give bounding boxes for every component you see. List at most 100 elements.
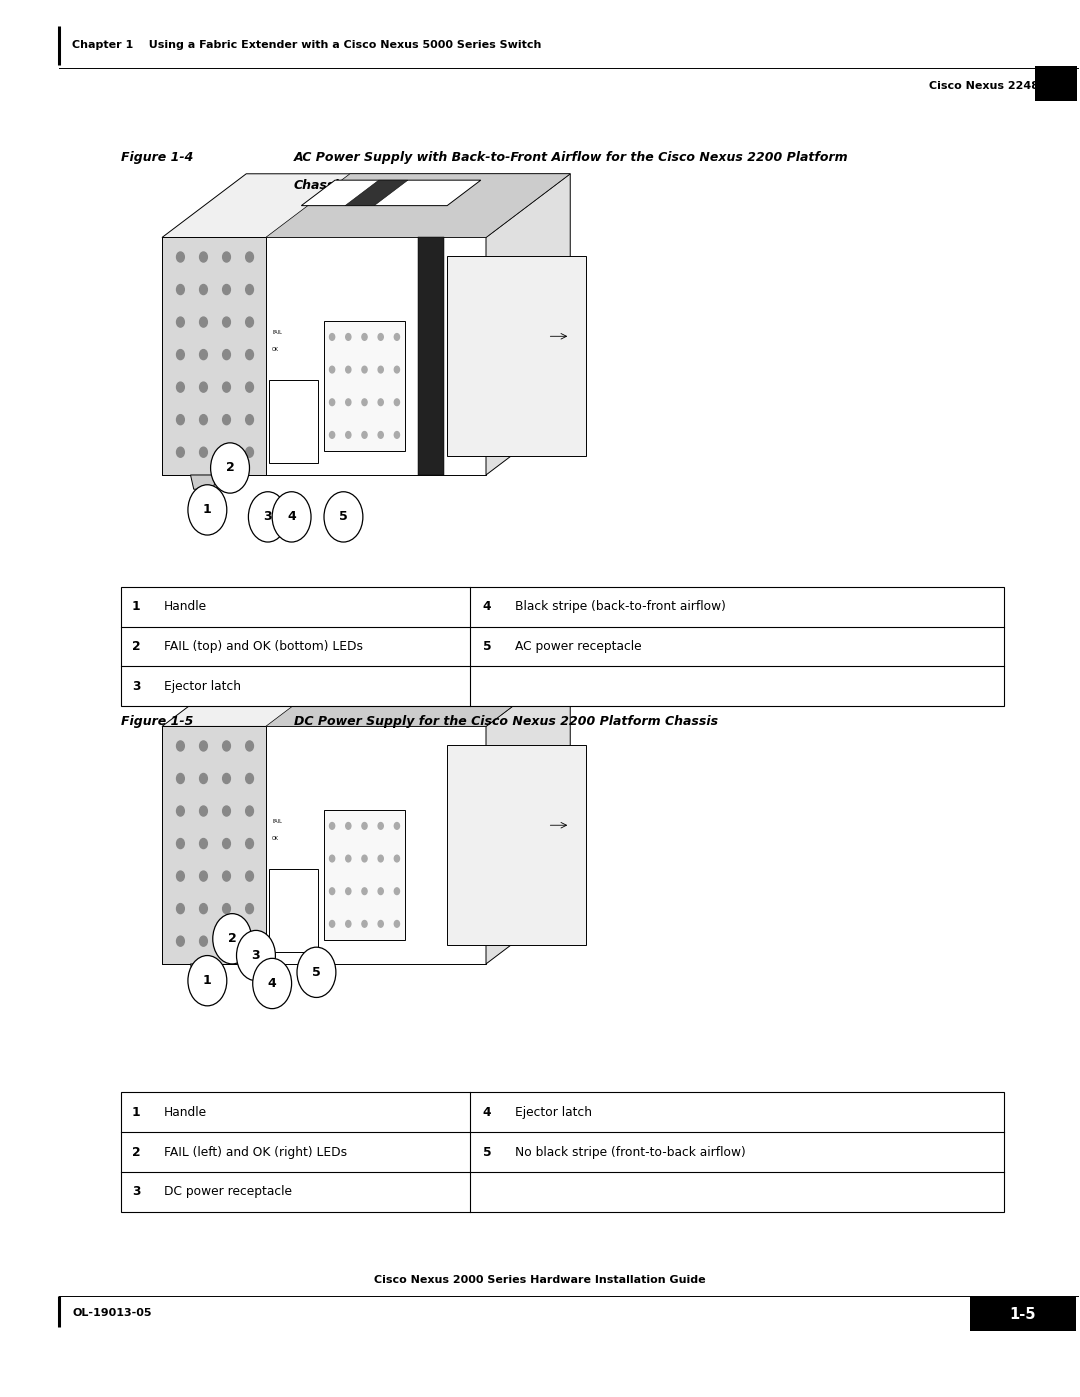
Circle shape [245, 447, 254, 457]
Text: Chapter 1    Using a Fabric Extender with a Cisco Nexus 5000 Series Switch: Chapter 1 Using a Fabric Extender with a… [72, 41, 542, 50]
Circle shape [200, 838, 207, 848]
Circle shape [176, 415, 185, 425]
Circle shape [222, 740, 230, 752]
Circle shape [253, 958, 292, 1009]
Circle shape [213, 914, 252, 964]
Circle shape [222, 285, 230, 295]
Text: 4: 4 [268, 977, 276, 990]
Circle shape [245, 936, 254, 946]
Circle shape [222, 415, 230, 425]
Circle shape [394, 855, 400, 862]
Circle shape [200, 806, 207, 816]
Circle shape [362, 366, 367, 373]
Polygon shape [324, 321, 405, 451]
Text: 5: 5 [483, 640, 491, 652]
Polygon shape [162, 237, 266, 475]
Circle shape [346, 855, 351, 862]
Circle shape [394, 334, 400, 341]
Text: 1: 1 [203, 503, 212, 517]
Text: FAIL: FAIL [272, 819, 282, 824]
Text: 3: 3 [132, 1186, 140, 1199]
Circle shape [222, 349, 230, 359]
Text: Ejector latch: Ejector latch [515, 1106, 592, 1119]
Text: 3: 3 [132, 680, 140, 693]
Circle shape [222, 872, 230, 882]
Circle shape [329, 855, 335, 862]
Circle shape [378, 921, 383, 928]
Circle shape [346, 366, 351, 373]
FancyBboxPatch shape [1035, 67, 1077, 102]
Circle shape [176, 806, 185, 816]
Polygon shape [162, 662, 570, 726]
Circle shape [200, 251, 207, 263]
Circle shape [200, 383, 207, 393]
Text: AC power receptacle: AC power receptacle [515, 640, 642, 652]
Polygon shape [162, 726, 266, 964]
Circle shape [245, 838, 254, 848]
Text: OL-19013-05: OL-19013-05 [72, 1308, 152, 1319]
Circle shape [346, 823, 351, 830]
Text: 1: 1 [132, 601, 140, 613]
Circle shape [245, 285, 254, 295]
Circle shape [362, 888, 367, 894]
Circle shape [200, 774, 207, 784]
Circle shape [176, 251, 185, 263]
Circle shape [346, 400, 351, 405]
Polygon shape [447, 746, 586, 944]
FancyBboxPatch shape [121, 587, 1004, 707]
Text: 2: 2 [132, 1146, 140, 1158]
Text: 3: 3 [264, 510, 272, 524]
Circle shape [346, 888, 351, 894]
Circle shape [188, 485, 227, 535]
Circle shape [176, 317, 185, 327]
Circle shape [176, 936, 185, 946]
Polygon shape [266, 662, 570, 726]
Circle shape [346, 432, 351, 439]
Text: OK: OK [272, 346, 279, 352]
Circle shape [329, 432, 335, 439]
Circle shape [222, 936, 230, 946]
Circle shape [245, 806, 254, 816]
Circle shape [222, 383, 230, 393]
Text: No black stripe (front-to-back airflow): No black stripe (front-to-back airflow) [515, 1146, 746, 1158]
Circle shape [245, 383, 254, 393]
Text: AC Power Supply with Back-to-Front Airflow for the Cisco Nexus 2200 Platform: AC Power Supply with Back-to-Front Airfl… [294, 151, 849, 163]
Circle shape [176, 774, 185, 784]
Circle shape [378, 855, 383, 862]
Text: 4: 4 [483, 601, 491, 613]
Polygon shape [345, 180, 408, 205]
Circle shape [200, 872, 207, 882]
Circle shape [245, 415, 254, 425]
Polygon shape [162, 726, 486, 964]
Circle shape [200, 904, 207, 914]
Circle shape [222, 447, 230, 457]
FancyBboxPatch shape [970, 1296, 1076, 1331]
Circle shape [200, 415, 207, 425]
Text: 1: 1 [203, 974, 212, 988]
Circle shape [378, 366, 383, 373]
Text: 2: 2 [228, 932, 237, 946]
Circle shape [245, 251, 254, 263]
Circle shape [188, 956, 227, 1006]
Circle shape [200, 447, 207, 457]
Polygon shape [486, 662, 570, 964]
Text: Figure 1-5: Figure 1-5 [121, 715, 193, 728]
Text: Cisco Nexus 2000 Series Hardware Installation Guide: Cisco Nexus 2000 Series Hardware Install… [374, 1274, 706, 1285]
Text: FAIL (top) and OK (bottom) LEDs: FAIL (top) and OK (bottom) LEDs [164, 640, 363, 652]
Circle shape [394, 921, 400, 928]
Circle shape [245, 740, 254, 752]
Circle shape [272, 492, 311, 542]
Circle shape [176, 904, 185, 914]
Circle shape [362, 432, 367, 439]
Text: 4: 4 [483, 1106, 491, 1119]
Circle shape [346, 921, 351, 928]
Circle shape [329, 921, 335, 928]
Circle shape [176, 740, 185, 752]
Text: 1: 1 [132, 1106, 140, 1119]
Circle shape [222, 251, 230, 263]
Polygon shape [447, 257, 586, 455]
Circle shape [394, 888, 400, 894]
Circle shape [222, 806, 230, 816]
Circle shape [362, 334, 367, 341]
Polygon shape [324, 809, 405, 940]
